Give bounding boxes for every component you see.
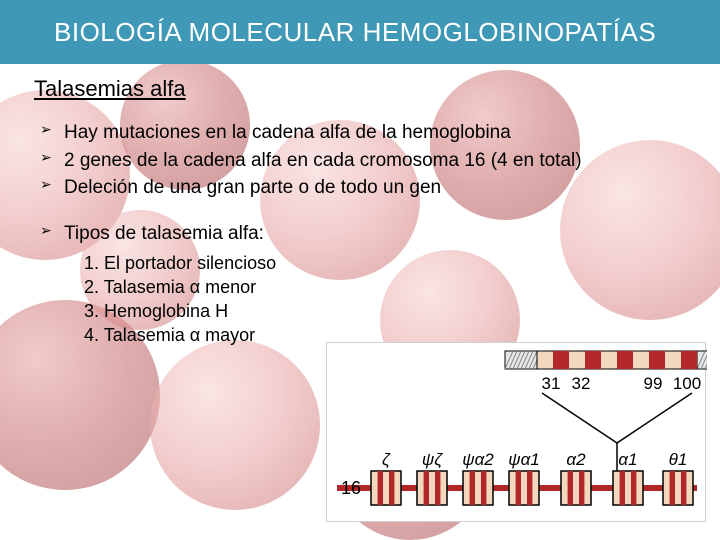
svg-text:ψα2: ψα2 — [462, 450, 494, 469]
types-list: 1. El portador silencioso 2. Talasemia α… — [84, 251, 686, 348]
types-heading: Tipos de talasemia alfa: — [40, 221, 686, 247]
svg-text:99: 99 — [644, 374, 663, 393]
svg-text:100: 100 — [673, 374, 701, 393]
type-item: 1. El portador silencioso — [84, 251, 686, 275]
types-block: Tipos de talasemia alfa: — [40, 221, 686, 247]
svg-text:31: 31 — [542, 374, 561, 393]
type-item: 2. Talasemia α menor — [84, 275, 686, 299]
svg-text:α2: α2 — [566, 450, 586, 469]
bullet-item: Hay mutaciones en la cadena alfa de la h… — [40, 120, 686, 146]
svg-text:θ1: θ1 — [669, 450, 688, 469]
svg-text:α1: α1 — [618, 450, 637, 469]
header-bar: BIOLOGÍA MOLECULAR HEMOGLOBINOPATÍAS — [0, 0, 720, 64]
slide-content: Talasemias alfa Hay mutaciones en la cad… — [0, 64, 720, 348]
main-bullets: Hay mutaciones en la cadena alfa de la h… — [40, 120, 686, 201]
type-item: 3. Hemoglobina H — [84, 299, 686, 323]
bullet-item: 2 genes de la cadena alfa en cada cromos… — [40, 148, 686, 174]
svg-text:ψα1: ψα1 — [508, 450, 540, 469]
svg-text:16: 16 — [341, 478, 361, 498]
bullet-item: Deleción de una gran parte o de todo un … — [40, 175, 686, 201]
svg-text:ψζ: ψζ — [422, 450, 443, 469]
gene-diagram: 31 32 99 100 16 ζ ψζ ψα2 ψα1 α2 α1 θ1 — [326, 342, 706, 522]
header-title: BIOLOGÍA MOLECULAR HEMOGLOBINOPATÍAS — [54, 17, 656, 48]
svg-text:32: 32 — [572, 374, 591, 393]
svg-text:ζ: ζ — [382, 450, 391, 469]
subtitle: Talasemias alfa — [34, 76, 686, 102]
